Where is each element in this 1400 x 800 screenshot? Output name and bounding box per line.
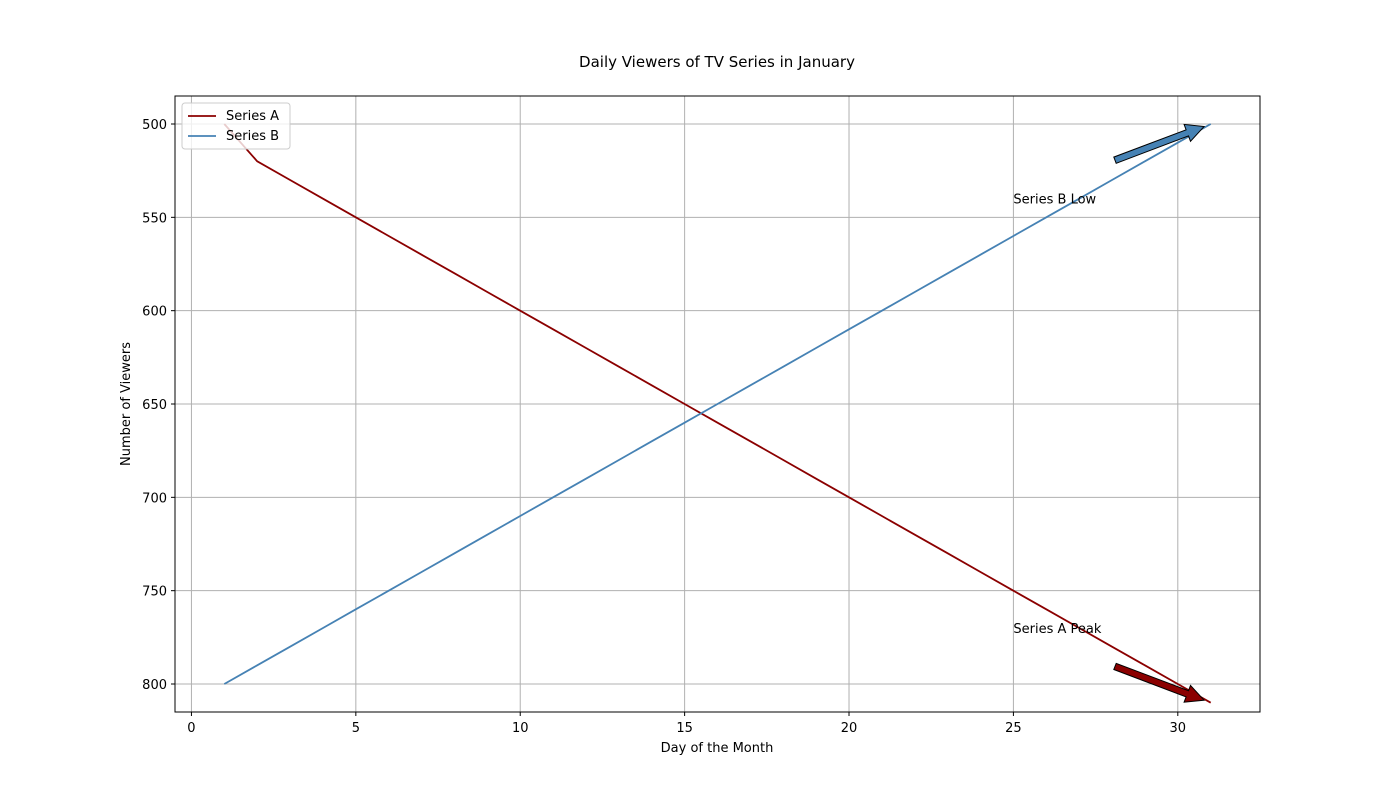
legend: Series A Series B [181, 102, 291, 150]
series-layer [223, 123, 1212, 704]
x-tick-label: 20 [841, 721, 858, 736]
annotations: Series B Low Series A Peak [1013, 123, 1206, 703]
legend-box [181, 102, 291, 150]
x-tick-label: 15 [676, 721, 693, 736]
x-axis-label: Day of the Month [661, 741, 774, 756]
legend-label: Series A [226, 109, 279, 124]
series-line-b [223, 123, 1212, 685]
annotation-label: Series A Peak [1013, 622, 1101, 637]
y-tick-label: 800 [142, 678, 167, 693]
annotation-arrow [1113, 662, 1206, 703]
y-axis: 500 550 600 650 700 750 800 [142, 118, 175, 693]
y-tick-label: 550 [142, 211, 167, 226]
y-tick-label: 700 [142, 491, 167, 506]
y-tick-label: 650 [142, 398, 167, 413]
x-tick-label: 0 [187, 721, 195, 736]
annotation-label: Series B Low [1013, 193, 1096, 208]
x-tick-label: 25 [1005, 721, 1022, 736]
y-tick-label: 750 [142, 585, 167, 600]
y-tick-label: 500 [142, 118, 167, 133]
x-tick-label: 5 [352, 721, 360, 736]
y-tick-label: 600 [142, 305, 167, 320]
y-axis-label: Number of Viewers [119, 342, 134, 466]
chart-title: Daily Viewers of TV Series in January [579, 53, 855, 71]
x-axis: 0 5 10 15 20 25 30 [187, 712, 1186, 736]
x-tick-label: 10 [512, 721, 529, 736]
annotation-arrow [1113, 123, 1206, 164]
series-line-a [223, 123, 1212, 704]
x-tick-label: 30 [1170, 721, 1187, 736]
legend-label: Series B [226, 129, 279, 144]
